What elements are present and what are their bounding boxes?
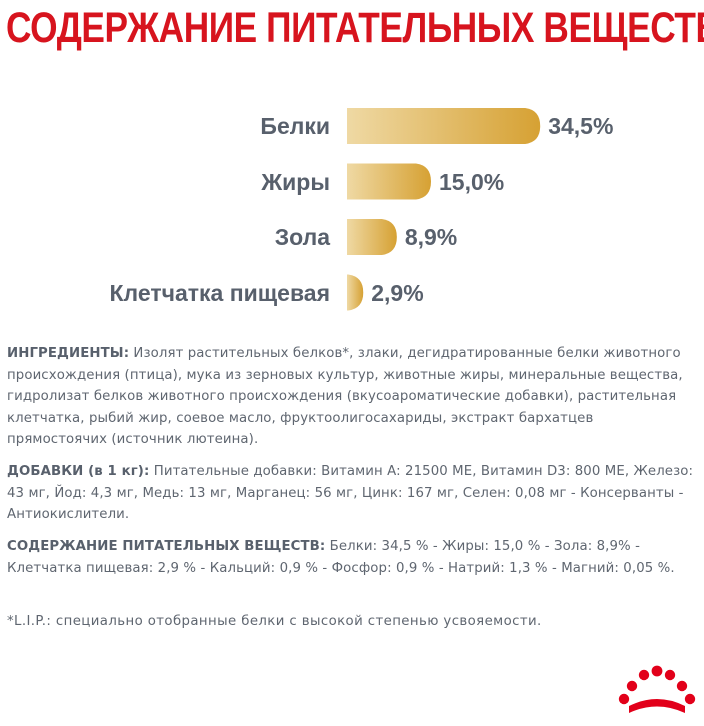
royal-canin-crown-icon bbox=[618, 665, 696, 713]
nutrients-paragraph: СОДЕРЖАНИЕ ПИТАТЕЛЬНЫХ ВЕЩЕСТВ: Белки: 3… bbox=[7, 536, 697, 579]
additives-label: ДОБАВКИ (в 1 кг): bbox=[7, 464, 150, 479]
bar-2 bbox=[347, 163, 431, 200]
bar-3 bbox=[347, 219, 397, 255]
ingredients-paragraph: ИНГРЕДИЕНТЫ: Изолят растительных белков*… bbox=[7, 343, 697, 451]
nutrients-label: СОДЕРЖАНИЕ ПИТАТЕЛЬНЫХ ВЕЩЕСТВ: bbox=[7, 539, 326, 554]
value-label: 2,9% bbox=[371, 279, 424, 306]
category-label: Жиры bbox=[261, 168, 330, 195]
additives-text: Питательные добавки: Витамин A: 21500 ME… bbox=[7, 464, 694, 522]
category-label: Клетчатка пищевая bbox=[109, 279, 330, 306]
nutrients-text: Белки: 34,5 % - Жиры: 15,0 % - Зола: 8,9… bbox=[7, 539, 675, 576]
bar-4 bbox=[347, 274, 364, 311]
ingredients-label: ИНГРЕДИЕНТЫ: bbox=[7, 346, 130, 361]
bars-svg bbox=[347, 108, 541, 311]
bar-1 bbox=[347, 108, 541, 144]
nutrient-bar-chart: Белки 34,5% Жиры 15,0% Зола 8,9% Клетчатка пищ… bbox=[0, 0, 704, 320]
page-title: СОДЕРЖАНИЕ ПИТАТЕЛЬНЫХ ВЕЩЕСТВ bbox=[6, 4, 704, 52]
value-label: 15,0% bbox=[439, 168, 505, 195]
value-label: 8,9% bbox=[404, 224, 458, 250]
ingredients-text: Изолят растительных белков*, злаки, деги… bbox=[7, 346, 683, 447]
category-label: Белки bbox=[260, 113, 330, 139]
additives-paragraph: ДОБАВКИ (в 1 кг): Питательные добавки: В… bbox=[7, 461, 697, 526]
category-label: Зола bbox=[274, 224, 330, 250]
footnote: *L.I.P.: специально отобранные белки с в… bbox=[7, 614, 542, 629]
value-label: 34,5% bbox=[548, 113, 614, 139]
